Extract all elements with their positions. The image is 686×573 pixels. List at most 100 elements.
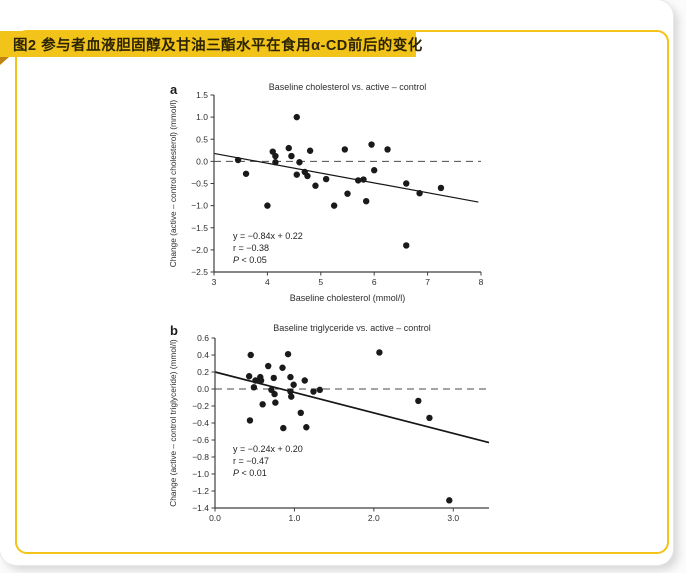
x-tick-label: 5 bbox=[318, 277, 323, 287]
data-point bbox=[368, 141, 375, 148]
data-point bbox=[234, 156, 242, 164]
x-tick-label: 2.0 bbox=[368, 513, 380, 523]
chart-a-scatter-cholesterol: Baseline cholesterol vs. active – contro… bbox=[168, 82, 484, 303]
y-tick-label: 0.0 bbox=[197, 384, 209, 394]
data-point bbox=[306, 147, 314, 154]
data-point bbox=[426, 414, 433, 422]
data-point bbox=[322, 175, 330, 183]
data-point bbox=[437, 184, 445, 192]
data-point bbox=[304, 172, 311, 180]
y-tick-label: 1.0 bbox=[196, 112, 208, 122]
data-point bbox=[376, 349, 383, 356]
y-tick-label: −1.5 bbox=[191, 223, 208, 233]
y-tick-label: −0.6 bbox=[192, 435, 209, 445]
data-point bbox=[341, 146, 349, 153]
data-point bbox=[279, 364, 286, 371]
data-point bbox=[446, 497, 453, 504]
data-point bbox=[246, 417, 254, 424]
x-tick-label: 6 bbox=[372, 277, 377, 287]
data-point bbox=[272, 399, 279, 406]
data-point bbox=[296, 159, 303, 166]
data-point bbox=[403, 242, 410, 249]
data-point bbox=[297, 409, 304, 416]
x-tick-label: 0.0 bbox=[209, 513, 221, 523]
data-point bbox=[354, 177, 362, 184]
figure-title-ribbon: 图2 参与者血液胆固醇及甘油三酯水平在食用α-CD前后的变化 bbox=[0, 31, 422, 57]
y-tick-label: 0.5 bbox=[196, 134, 208, 144]
data-point bbox=[259, 401, 266, 408]
data-point bbox=[252, 377, 259, 384]
y-tick-label: 0.4 bbox=[197, 350, 209, 360]
data-point bbox=[265, 362, 272, 370]
x-tick-label: 4 bbox=[265, 277, 270, 287]
data-point bbox=[293, 113, 300, 121]
ribbon-fold-triangle bbox=[0, 57, 9, 65]
y-tick-label: −0.4 bbox=[192, 418, 209, 428]
data-point bbox=[316, 386, 324, 394]
chart-title: Baseline triglyceride vs. active – contr… bbox=[273, 323, 431, 333]
data-point bbox=[272, 159, 279, 166]
data-point bbox=[301, 377, 308, 384]
x-tick-label: 3 bbox=[212, 277, 217, 287]
data-point bbox=[312, 182, 319, 189]
y-tick-label: 1.5 bbox=[196, 90, 208, 100]
regression-trend-line bbox=[214, 371, 490, 444]
data-point bbox=[290, 381, 297, 388]
x-axis-title: Baseline cholesterol (mmol/l) bbox=[290, 293, 406, 303]
figure-title: 图2 参与者血液胆固醇及甘油三酯水平在食用α-CD前后的变化 bbox=[13, 37, 423, 54]
panel-letter: a bbox=[170, 82, 178, 97]
data-point bbox=[303, 424, 310, 431]
data-point bbox=[264, 202, 271, 209]
data-point bbox=[247, 351, 254, 359]
data-point bbox=[270, 374, 277, 382]
annotation-line: r = −0.38 bbox=[233, 243, 269, 253]
data-point bbox=[415, 397, 422, 405]
data-point bbox=[344, 190, 351, 197]
y-tick-label: −0.8 bbox=[192, 452, 209, 462]
x-tick-label: 1.0 bbox=[289, 513, 301, 523]
data-point bbox=[287, 388, 294, 395]
data-point bbox=[416, 190, 423, 197]
y-tick-label: −1.0 bbox=[192, 469, 209, 479]
data-point bbox=[293, 171, 300, 178]
annotation-line: r = −0.47 bbox=[233, 456, 269, 466]
chart-b-scatter-triglyceride: Baseline triglyceride vs. active – contr… bbox=[168, 323, 490, 523]
x-tick-label: 7 bbox=[425, 277, 430, 287]
y-tick-label: 0.2 bbox=[197, 367, 209, 377]
data-point bbox=[287, 373, 294, 381]
data-point bbox=[285, 144, 292, 152]
data-point bbox=[330, 202, 338, 209]
data-point bbox=[271, 390, 278, 398]
x-tick-label: 8 bbox=[479, 277, 484, 287]
data-point bbox=[257, 377, 265, 384]
data-point bbox=[250, 384, 258, 391]
data-point bbox=[384, 146, 391, 153]
data-point bbox=[288, 393, 295, 400]
panel-letter: b bbox=[170, 323, 178, 338]
figure-card: 图2 参与者血液胆固醇及甘油三酯水平在食用α-CD前后的变化 Baseline … bbox=[0, 30, 669, 554]
x-tick-label: 3.0 bbox=[447, 513, 459, 523]
annotation-line: y = −0.84x + 0.22 bbox=[233, 231, 303, 241]
y-tick-label: −0.5 bbox=[191, 179, 208, 189]
y-tick-label: −1.4 bbox=[192, 503, 209, 513]
y-tick-label: 0.0 bbox=[196, 156, 208, 166]
annotation-line: P < 0.05 bbox=[233, 255, 267, 265]
data-point bbox=[362, 198, 370, 205]
chart-title: Baseline cholesterol vs. active – contro… bbox=[269, 82, 427, 92]
data-point bbox=[288, 152, 295, 160]
data-point bbox=[280, 424, 287, 432]
annotation-line: P < 0.01 bbox=[233, 468, 267, 478]
y-axis-title: Change (active – control cholesterol) (m… bbox=[168, 100, 178, 268]
data-point bbox=[360, 176, 367, 183]
data-point bbox=[371, 167, 378, 174]
data-point bbox=[242, 170, 250, 177]
y-tick-label: −2.5 bbox=[191, 267, 208, 277]
y-tick-label: −2.0 bbox=[191, 245, 208, 255]
data-point bbox=[272, 152, 279, 160]
data-point bbox=[310, 388, 317, 395]
annotation-line: y = −0.24x + 0.20 bbox=[233, 444, 303, 454]
y-tick-label: 0.6 bbox=[197, 333, 209, 343]
y-tick-label: −1.2 bbox=[192, 486, 209, 496]
data-point bbox=[403, 180, 410, 187]
data-point bbox=[245, 373, 253, 380]
